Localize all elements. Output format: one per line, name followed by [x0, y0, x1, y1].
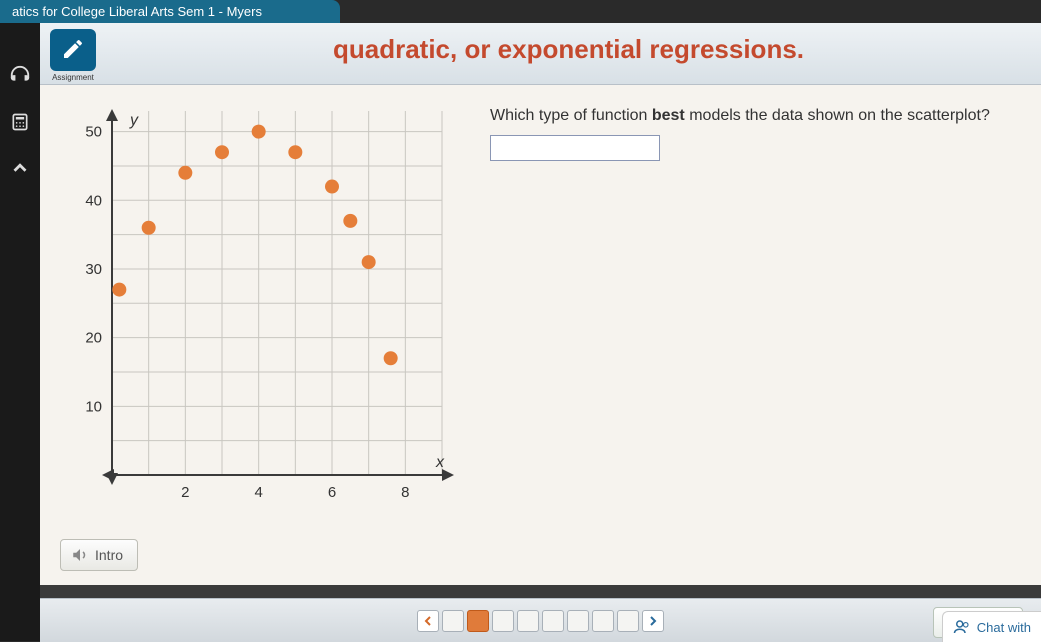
headphones-icon[interactable]: [7, 63, 33, 89]
pager-page-8[interactable]: [617, 610, 639, 632]
pager-page-6[interactable]: [567, 610, 589, 632]
pager-prev[interactable]: [417, 610, 439, 632]
scatterplot: 10 20 30 40 50 2 4 6 8 y x: [60, 99, 460, 575]
pager-next[interactable]: [642, 610, 664, 632]
pencil-icon: [61, 37, 85, 61]
answer-input[interactable]: [490, 135, 660, 161]
lesson-title: quadratic, or exponential regressions.: [106, 29, 1031, 64]
main-panel: 10 20 30 40 50 2 4 6 8 y x Which type of function …: [40, 85, 1041, 585]
pager-page-3[interactable]: [492, 610, 514, 632]
svg-text:6: 6: [328, 484, 336, 501]
assignment-label: Assignment: [50, 73, 96, 82]
speaker-icon: [71, 546, 89, 564]
pager-page-1[interactable]: [442, 610, 464, 632]
chat-label: Chat with: [977, 620, 1031, 635]
question-area: Which type of function best models the d…: [490, 99, 1021, 575]
q-bold: best: [652, 107, 685, 124]
svg-text:50: 50: [85, 124, 102, 141]
svg-text:x: x: [435, 454, 445, 471]
pager-page-4[interactable]: [517, 610, 539, 632]
app-shell: Assignment quadratic, or exponential reg…: [0, 23, 1041, 641]
question-text: Which type of function best models the d…: [490, 105, 1021, 127]
chevron-up-icon[interactable]: [7, 155, 33, 181]
assignment-badge[interactable]: [50, 29, 96, 71]
intro-label: Intro: [95, 547, 123, 563]
calculator-icon[interactable]: [7, 109, 33, 135]
chat-icon: [953, 618, 971, 636]
chart-svg: 10 20 30 40 50 2 4 6 8 y x: [60, 99, 460, 519]
svg-text:4: 4: [254, 484, 262, 501]
svg-text:30: 30: [85, 261, 102, 278]
q-prefix: Which type of function: [490, 107, 652, 124]
svg-text:8: 8: [401, 484, 409, 501]
svg-text:y: y: [129, 112, 139, 129]
header-bar: Assignment quadratic, or exponential reg…: [40, 23, 1041, 85]
chat-tab[interactable]: Chat with: [942, 611, 1041, 642]
content-wrap: Assignment quadratic, or exponential reg…: [40, 23, 1041, 641]
footer-bar: Done: [40, 598, 1041, 642]
pager-page-7[interactable]: [592, 610, 614, 632]
q-suffix: models the data shown on the scatterplot…: [685, 107, 990, 124]
pager: [417, 610, 664, 632]
assignment-badge-wrap: Assignment: [50, 29, 96, 82]
svg-text:10: 10: [85, 398, 102, 415]
pager-page-2[interactable]: [467, 610, 489, 632]
tab-title: atics for College Liberal Arts Sem 1 - M…: [12, 4, 262, 19]
browser-tab: atics for College Liberal Arts Sem 1 - M…: [0, 0, 340, 23]
pager-page-5[interactable]: [542, 610, 564, 632]
svg-text:20: 20: [85, 330, 102, 347]
intro-button[interactable]: Intro: [60, 539, 138, 571]
svg-text:2: 2: [181, 484, 189, 501]
left-rail: [0, 23, 40, 641]
svg-text:40: 40: [85, 192, 102, 209]
